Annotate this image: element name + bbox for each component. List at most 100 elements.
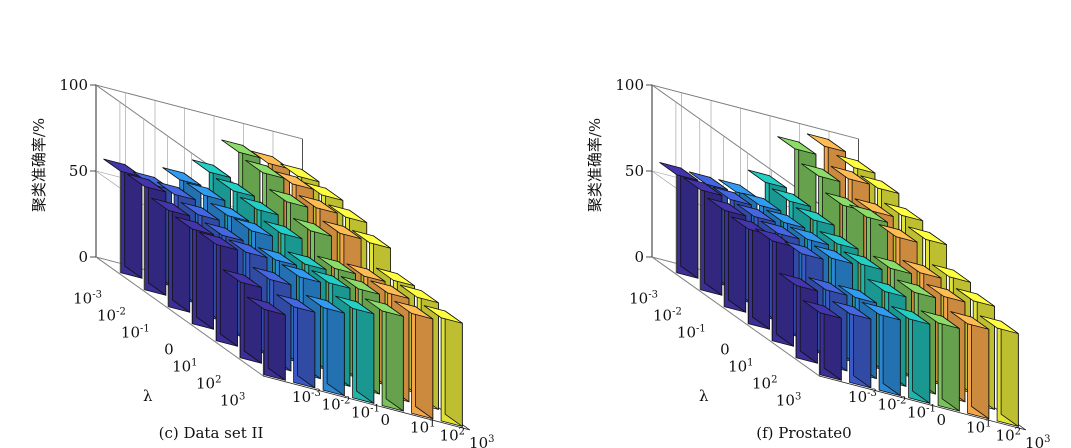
bar-face-top [771,188,811,207]
bar-face-top [836,154,876,174]
bar [335,295,375,405]
bar-face-top [127,173,167,193]
c-axis-label: c [376,447,384,448]
bar [246,296,286,381]
bar-face-top [239,196,279,216]
lambda-tick-label: 102 [752,375,777,393]
lambda-tick-label: 10-2 [653,307,682,325]
z-axis-label: 聚类准确率/% [30,118,48,212]
bar-face-top [204,222,244,241]
bar [276,294,316,389]
bar-face-top [747,169,787,189]
bar-face-side [219,236,238,347]
bar-face-top [926,283,966,303]
bar-face-top [287,251,327,270]
bar-face-top [931,264,971,283]
bar-face-side [941,315,960,412]
bar-face-top [228,239,268,258]
c-tick-label: 10-2 [322,396,351,414]
bar-face-side [882,306,901,397]
bar [127,173,167,296]
bar-face-top [742,192,782,212]
bar [832,301,872,389]
c-tick-label: 10-1 [351,403,380,421]
bar-face-top [311,270,351,289]
bar-face-top [276,294,316,313]
bar-face-side [444,310,463,428]
panel-caption: (f) Prostate0 [756,424,851,442]
bar-face-top [210,202,249,222]
bar [861,301,901,397]
c-tick-label: 10-2 [878,396,907,414]
bar [222,269,262,364]
bar [707,197,747,313]
bar-face-side [326,300,345,397]
bar-face-top [884,202,923,222]
bar [364,298,404,412]
bar-face-top [151,197,190,217]
bar-face-top [813,245,853,264]
c-tick-label: 10-3 [292,388,321,406]
bar-face-top [832,301,872,320]
bar-face-top [222,269,262,288]
c-tick-label: 101 [966,419,991,437]
bar [730,216,770,330]
lambda-tick-label: 103 [776,392,801,410]
bar-face-top [891,306,931,325]
bar-face-top [795,207,835,226]
bar [778,272,818,364]
z-tick-label: 0 [634,248,644,266]
bar-face-top [340,276,380,295]
bar-face-side [799,278,818,364]
bar-face-top [186,182,226,201]
bar-face-top [370,280,410,299]
bar-face-top [191,159,231,178]
c-tick-label: 102 [440,426,465,444]
bar-face-top [257,247,297,266]
lambda-tick-label: 10-1 [121,324,150,342]
panel-caption: (c) Data set II [159,424,264,442]
bar [151,197,191,313]
bar-face-top [198,231,238,251]
grid-line [651,256,820,377]
bar-face-top [950,311,990,330]
bar-face-top [878,224,918,243]
bar-face-top [760,220,800,240]
bar [394,300,434,420]
bar-face-top [902,259,942,279]
c-tick-label: 101 [410,419,435,437]
bar-face-top [837,284,877,304]
bar-face-top [712,186,752,206]
bar-face-top [263,220,303,240]
bar-face-top [861,301,901,321]
lambda-tick-label: 0 [164,341,174,359]
bar-face-top [808,277,848,296]
bar-face-top [180,202,220,221]
lambda-tick-label: 10-1 [677,324,706,342]
c-tick-label: 103 [469,434,494,448]
bar-face-side [385,303,404,412]
bar-face-top [162,167,202,186]
bar-face-top [246,296,286,316]
bar-face-top [830,165,870,185]
bar-face-top [920,310,960,329]
lambda-tick-label: 10-3 [629,290,658,308]
lambda-tick-label: 10-3 [73,290,102,308]
bar-face-side [1000,320,1019,428]
bar-face-top [233,218,273,237]
z-tick-label: 50 [69,162,88,180]
bar-face-top [316,255,356,275]
bar-face-top [280,163,320,183]
lambda-tick-label: 102 [196,375,221,393]
bar-face-top [848,204,888,223]
bar-face-top [896,279,936,299]
bar [659,162,699,279]
grid-line [95,256,264,377]
bar-face-top [292,218,332,237]
lambda-axis-label: λ [143,387,153,405]
bar-face-side [912,311,931,405]
bar-face-top [683,177,723,196]
bar-face-top [659,162,699,181]
bars [659,133,1019,428]
